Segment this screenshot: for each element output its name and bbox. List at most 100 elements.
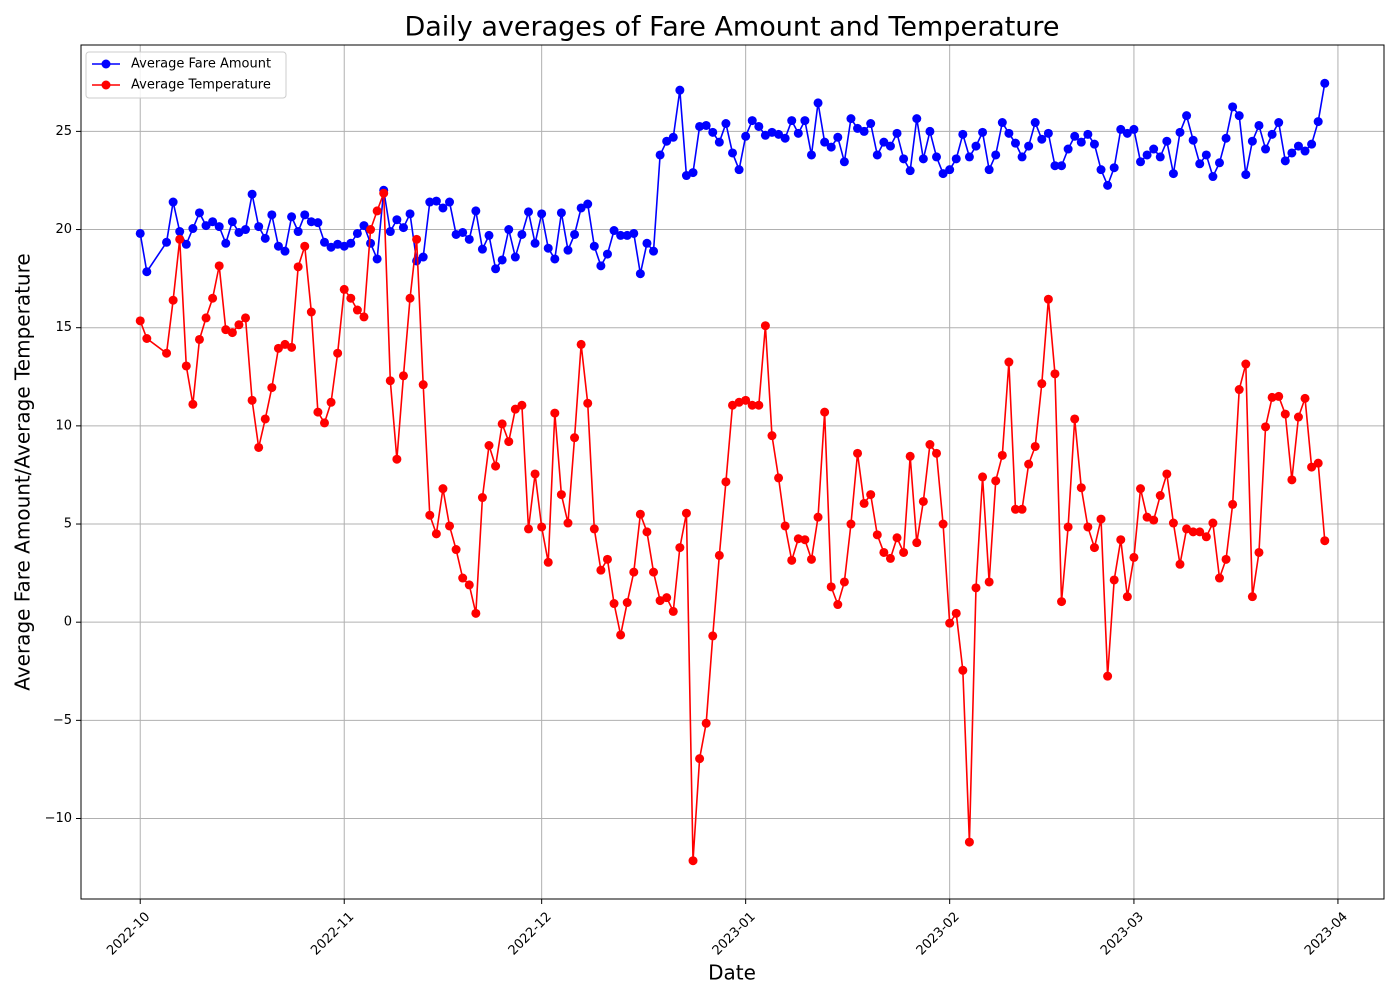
data-point: [326, 397, 336, 407]
data-point: [247, 395, 257, 405]
data-point: [945, 165, 955, 175]
chart-title: Daily averages of Fare Amount and Temper…: [404, 12, 1059, 43]
legend-marker: [101, 80, 111, 90]
data-point: [1267, 392, 1277, 402]
data-point: [1103, 180, 1113, 190]
data-point: [1103, 671, 1113, 681]
data-point: [1168, 169, 1178, 179]
data-point: [398, 223, 408, 233]
data-point: [1076, 483, 1086, 493]
data-point: [912, 538, 922, 548]
data-point: [254, 442, 264, 452]
data-point: [1116, 124, 1126, 134]
data-point: [602, 249, 612, 259]
data-point: [583, 199, 593, 209]
data-point: [1030, 118, 1040, 128]
data-point: [194, 208, 204, 218]
data-point: [1188, 527, 1198, 537]
data-point: [306, 307, 316, 317]
data-point: [714, 137, 724, 147]
data-point: [971, 141, 981, 151]
data-point: [1083, 129, 1093, 139]
data-point: [227, 328, 237, 338]
data-point: [675, 543, 685, 553]
data-point: [142, 334, 152, 344]
data-point: [234, 320, 244, 330]
data-point: [346, 293, 356, 303]
data-point: [925, 126, 935, 136]
data-point: [885, 141, 895, 151]
data-point: [793, 534, 803, 544]
data-point: [866, 119, 876, 129]
data-point: [1142, 150, 1152, 160]
data-point: [668, 606, 678, 616]
data-point: [846, 114, 856, 124]
data-point: [912, 114, 922, 124]
data-point: [1254, 120, 1264, 130]
data-point: [589, 524, 599, 534]
data-point: [767, 431, 777, 441]
data-point: [405, 209, 415, 219]
data-point: [550, 254, 560, 264]
data-point: [1050, 161, 1060, 171]
data-point: [1214, 573, 1224, 583]
data-point: [853, 448, 863, 458]
data-point: [1149, 515, 1159, 525]
data-point: [438, 203, 448, 213]
data-point: [570, 229, 580, 239]
data-point: [1300, 393, 1310, 403]
data-point: [866, 490, 876, 500]
data-point: [385, 227, 395, 237]
data-point: [1057, 161, 1067, 171]
data-point: [708, 631, 718, 641]
data-point: [510, 404, 520, 414]
data-point: [846, 519, 856, 529]
data-point: [695, 754, 705, 764]
data-point: [385, 376, 395, 386]
data-point: [1261, 422, 1271, 432]
data-point: [800, 116, 810, 126]
data-point: [445, 521, 455, 531]
data-point: [392, 215, 402, 225]
data-point: [1188, 135, 1198, 145]
data-point: [260, 414, 270, 424]
data-point: [879, 137, 889, 147]
data-point: [1063, 522, 1073, 532]
data-point: [1043, 128, 1053, 138]
x-tick-label: 2022-10: [104, 909, 153, 958]
data-point: [793, 128, 803, 138]
data-point: [1136, 484, 1146, 494]
data-point: [820, 137, 830, 147]
data-point: [695, 121, 705, 131]
data-point: [214, 222, 224, 232]
data-point: [945, 618, 955, 628]
data-point: [609, 599, 619, 609]
data-point: [813, 512, 823, 522]
data-point: [247, 189, 257, 199]
data-point: [208, 293, 218, 303]
data-point: [451, 545, 461, 555]
data-point: [872, 530, 882, 540]
data-point: [267, 383, 277, 393]
data-point: [1070, 131, 1080, 141]
data-point: [787, 116, 797, 126]
data-point: [181, 239, 191, 249]
data-point: [649, 246, 659, 256]
data-point: [471, 608, 481, 618]
data-point: [491, 461, 501, 471]
data-point: [1280, 156, 1290, 166]
y-tick-label: 15: [55, 320, 72, 335]
data-point: [563, 518, 573, 528]
data-point: [932, 152, 942, 162]
data-point: [563, 245, 573, 255]
x-tick-label: 2023-04: [1302, 909, 1351, 958]
x-axis-label: Date: [708, 961, 756, 985]
data-point: [681, 508, 691, 518]
data-point: [398, 371, 408, 381]
data-point: [543, 557, 553, 567]
data-point: [319, 418, 329, 428]
data-point: [1221, 554, 1231, 564]
data-point: [918, 154, 928, 164]
y-axis-label: Average Fare Amount/Average Temperature: [11, 253, 35, 690]
data-point: [1136, 157, 1146, 167]
